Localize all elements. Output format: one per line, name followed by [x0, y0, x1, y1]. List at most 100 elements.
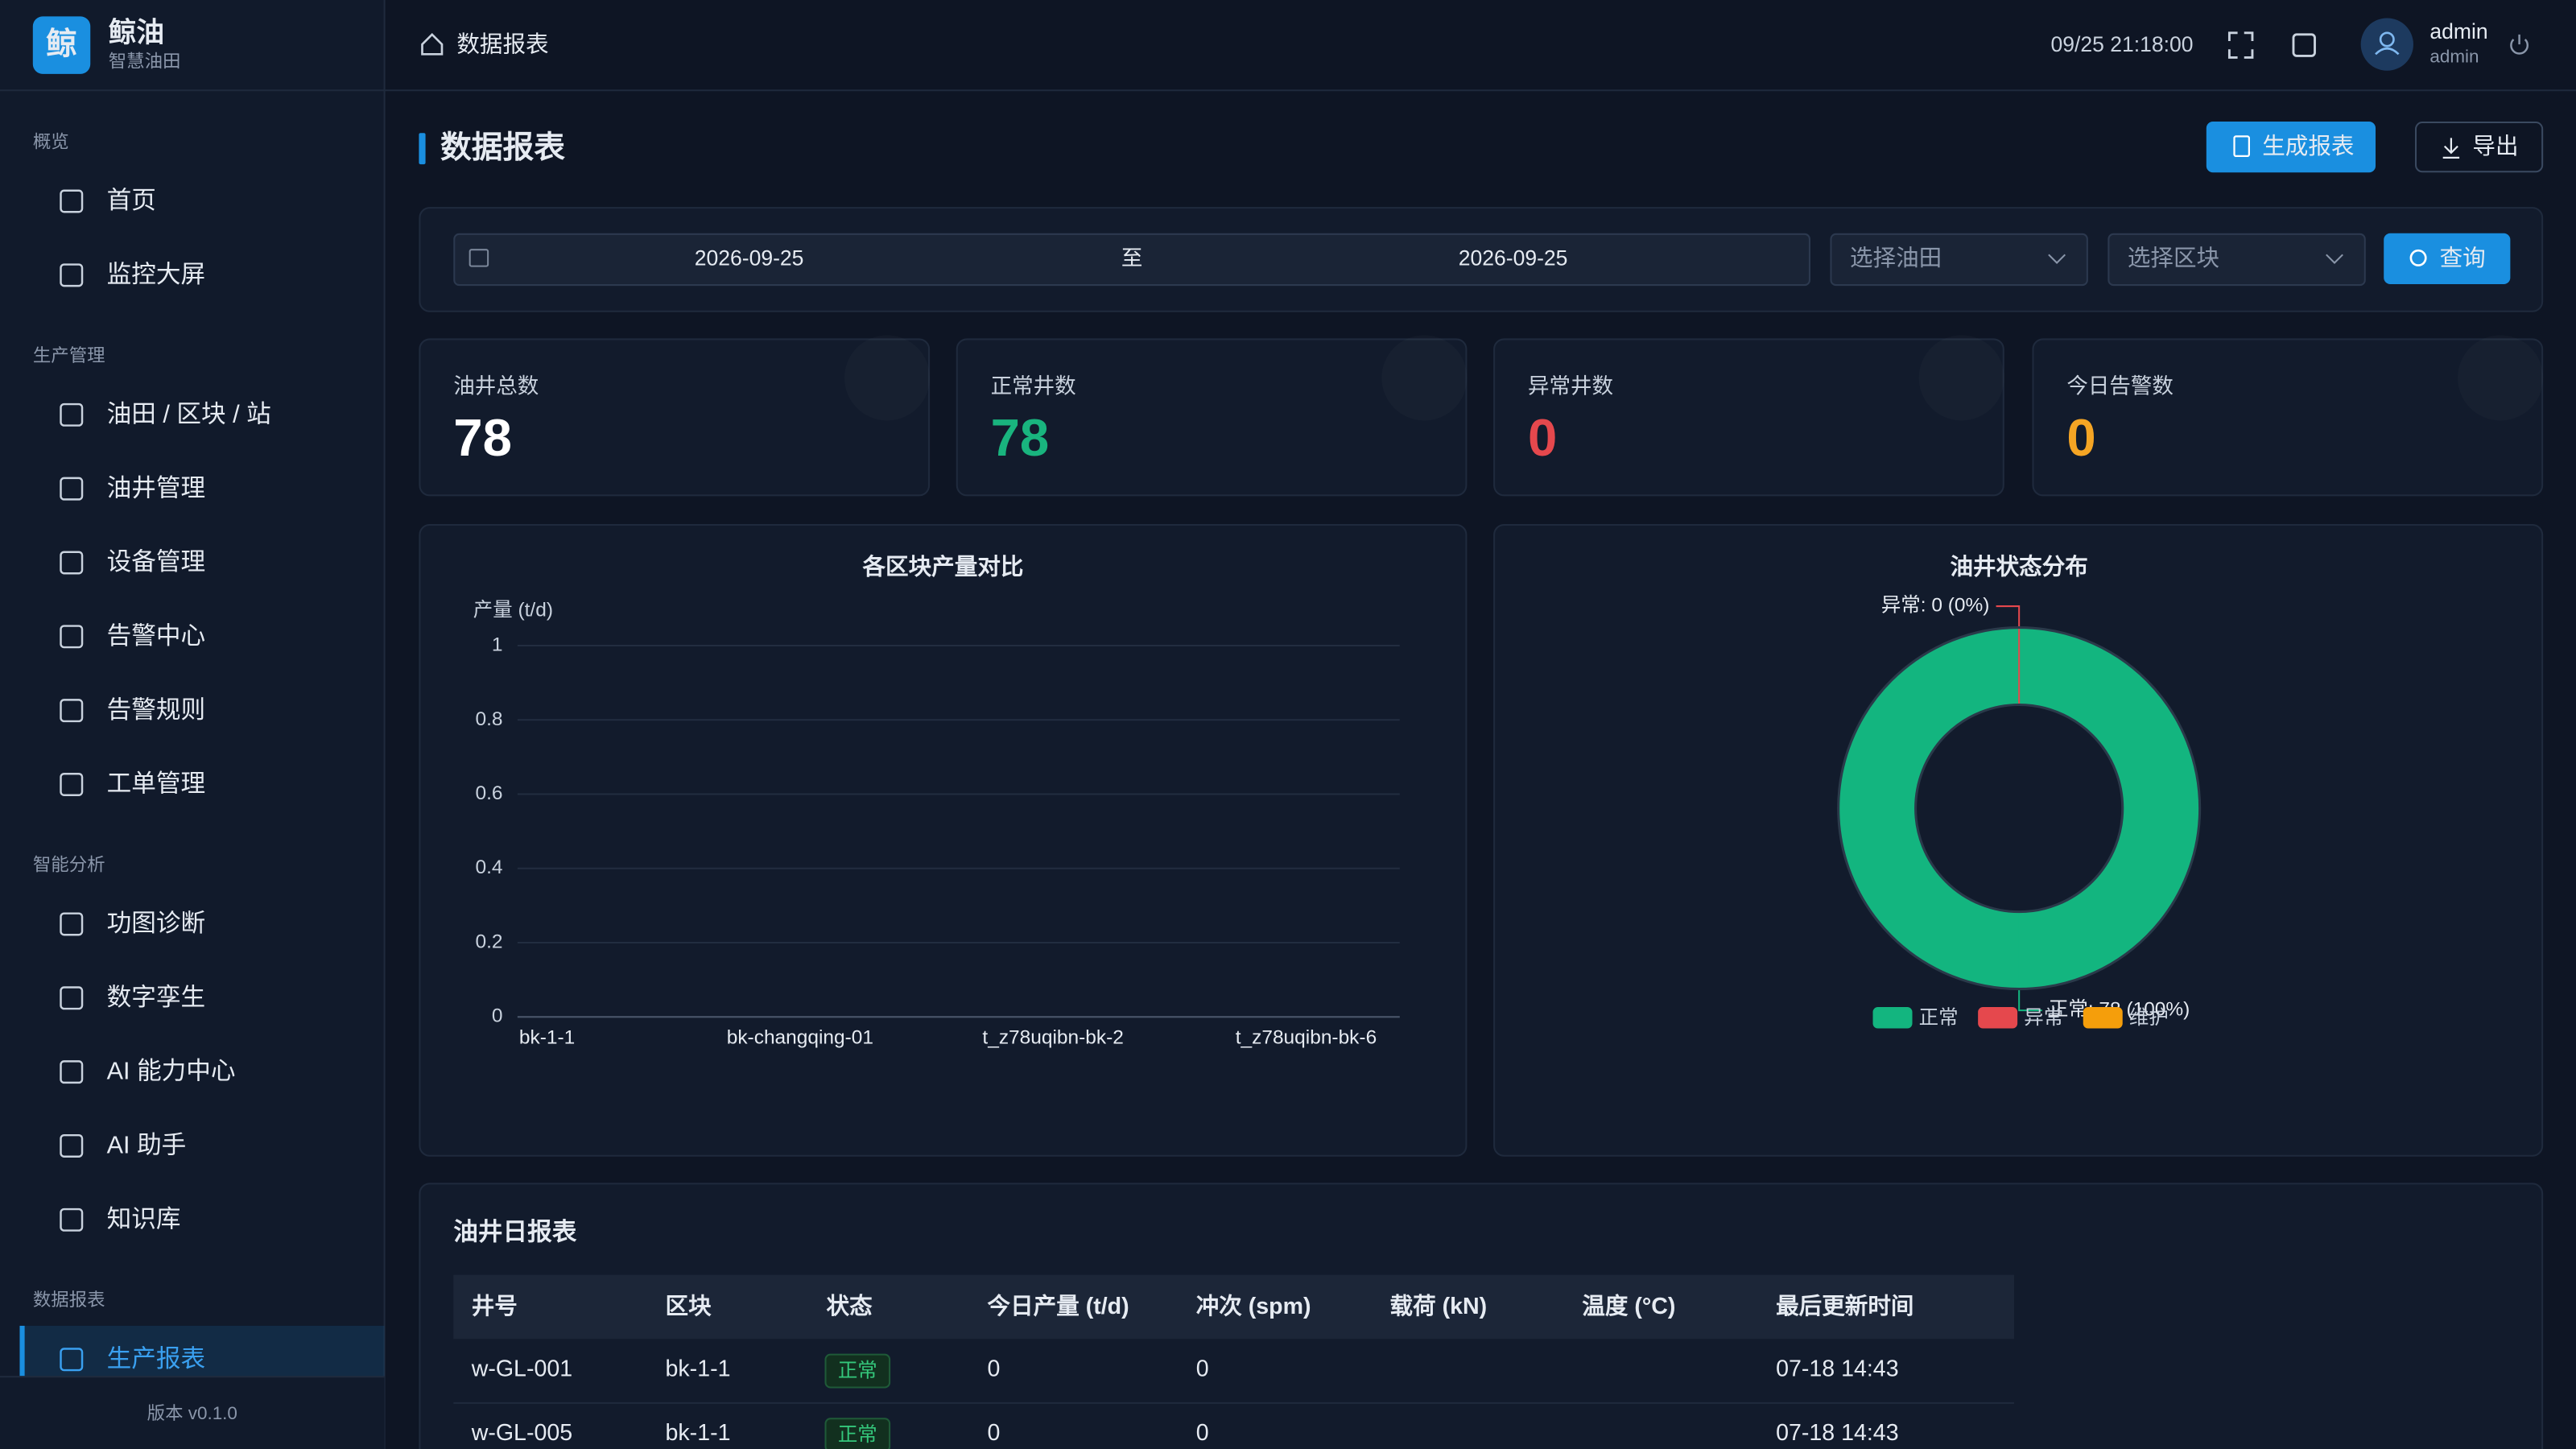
table-cell: w-GL-001 — [471, 1356, 572, 1382]
nav-icon — [60, 477, 84, 501]
data-label: 异常: 0 (0%) — [1881, 594, 1990, 617]
nav-item[interactable]: 监控大屏 — [107, 261, 205, 288]
stat-label: 油井总数 — [453, 374, 539, 398]
chevron — [2326, 254, 2343, 264]
ring-outline — [1914, 703, 2124, 914]
table: 井号 区块 状态 今日产量 (t/d) 冲次 (spm) 载荷 (kN) 温度 (°C) 最后… — [453, 1293, 2015, 1449]
table-cell: 07-18 14:43 — [1776, 1420, 1898, 1446]
nav-item[interactable]: 首页 — [107, 187, 156, 214]
stat-card — [956, 338, 1468, 497]
nav-item[interactable]: 知识库 — [107, 1205, 181, 1232]
logo-text: 鲸 — [46, 27, 77, 61]
nav-icon — [60, 986, 84, 1010]
nav-item[interactable]: 告警中心 — [107, 622, 205, 650]
nav-icon — [60, 1133, 84, 1158]
table-cell: 0 — [988, 1420, 1001, 1446]
nav-active-bar — [19, 1325, 25, 1395]
generate-label[interactable]: 生成报表 — [2262, 134, 2354, 159]
version: 版本 v0.1.0 — [147, 1403, 237, 1423]
datetime: 09/25 21:18:00 — [2051, 32, 2194, 56]
column-header: 状态 — [827, 1294, 873, 1319]
status-badge — [824, 1418, 891, 1449]
calendar-icon — [469, 249, 489, 267]
table-cell: 0 — [988, 1356, 1001, 1382]
table-cell: 0 — [1196, 1420, 1209, 1446]
x-tick-label: bk-1-1 — [519, 1026, 575, 1048]
date-range[interactable] — [453, 233, 1810, 287]
nav-item[interactable]: 数字孪生 — [107, 984, 205, 1011]
label-leader — [1996, 605, 2021, 705]
y-tick-label: 0.8 — [475, 708, 502, 730]
column-header: 井号 — [472, 1294, 518, 1319]
nav-item[interactable]: 油田 / 区块 / 站 — [107, 400, 271, 427]
export-label[interactable]: 导出 — [2472, 134, 2518, 159]
nav-item[interactable]: 工单管理 — [107, 770, 205, 798]
export-button[interactable] — [2415, 122, 2544, 173]
table-cell: bk-1-1 — [666, 1420, 731, 1446]
y-tick-label: 0 — [492, 1005, 503, 1027]
nav-icon — [60, 699, 84, 723]
stat-value: 78 — [453, 408, 512, 467]
query-button[interactable] — [2384, 233, 2511, 285]
nav-icon — [60, 189, 84, 213]
nav-item[interactable]: 功图诊断 — [107, 910, 205, 937]
legend-label[interactable]: 异常 — [2024, 1006, 2063, 1029]
sidebar — [0, 0, 385, 1449]
nav-item[interactable]: 油井管理 — [107, 474, 205, 502]
stat-glow — [844, 335, 930, 420]
nav-item[interactable]: 告警规则 — [107, 696, 205, 724]
stat-card — [2032, 338, 2544, 497]
table-title: 油井日报表 — [453, 1219, 576, 1246]
brand-subtitle: 智慧油田 — [109, 51, 181, 71]
legend-swatch[interactable] — [1872, 1007, 1913, 1029]
table-cell: 0 — [1196, 1356, 1209, 1382]
field-select[interactable] — [1830, 233, 2088, 287]
block-select[interactable] — [2107, 233, 2366, 287]
stat-cards: 油井总数 78 正常井数 78 异常井数 0 今日告警数 0 — [419, 335, 2544, 497]
legend-label[interactable]: 正常 — [1919, 1006, 1959, 1029]
window-icon[interactable] — [2292, 33, 2316, 57]
brand-name: 鲸油 — [109, 17, 164, 48]
stat-glow — [1919, 335, 2004, 420]
column-header: 最后更新时间 — [1776, 1294, 1913, 1319]
legend-label[interactable]: 维护 — [2129, 1006, 2169, 1029]
status-text: 正常 — [838, 1360, 877, 1382]
y-tick-label: 1 — [492, 634, 503, 656]
logout-icon[interactable] — [2510, 34, 2529, 55]
nav-icon — [60, 1060, 84, 1084]
search-icon — [2409, 249, 2427, 266]
column-header: 载荷 (kN) — [1390, 1294, 1488, 1319]
legend-swatch[interactable] — [2083, 1007, 2123, 1029]
doc-icon — [2233, 135, 2250, 157]
stat-card — [1493, 338, 2004, 497]
nav-icon — [60, 402, 84, 427]
pie-chart-card — [1493, 524, 2544, 1157]
nav-item[interactable]: AI 助手 — [107, 1132, 187, 1159]
avatar[interactable] — [2360, 18, 2413, 71]
start-date[interactable]: 2026-09-25 — [695, 246, 804, 270]
nav-icon — [60, 551, 84, 575]
version-bar — [0, 1377, 385, 1449]
table-cell: bk-1-1 — [666, 1356, 731, 1382]
generate-button[interactable] — [2206, 122, 2376, 173]
chart-title: 油井状态分布 — [1950, 555, 2087, 580]
end-date[interactable]: 2026-09-25 — [1459, 246, 1568, 270]
y-axis-label: 产量 (t/d) — [473, 599, 553, 621]
y-tick-label: 0.4 — [475, 857, 502, 878]
query-label[interactable]: 查询 — [2440, 246, 2486, 271]
user-role: admin — [2429, 46, 2479, 66]
nav-item[interactable]: 生产报表 — [107, 1345, 205, 1373]
nav-item[interactable]: 设备管理 — [107, 548, 205, 576]
nav-item[interactable]: AI 能力中心 — [107, 1058, 236, 1085]
block-placeholder[interactable]: 选择区块 — [2128, 246, 2219, 271]
stat-value: 0 — [2066, 408, 2095, 467]
fullscreen-icon[interactable] — [2227, 31, 2254, 59]
logo — [32, 16, 91, 74]
nav-group: 概览 — [33, 131, 69, 151]
column-header: 冲次 (spm) — [1196, 1294, 1311, 1319]
bar-chart-card — [419, 524, 1468, 1157]
breadcrumb[interactable]: 数据报表 — [456, 32, 548, 58]
legend-swatch[interactable] — [1978, 1007, 2018, 1029]
field-placeholder[interactable]: 选择油田 — [1850, 246, 1942, 271]
